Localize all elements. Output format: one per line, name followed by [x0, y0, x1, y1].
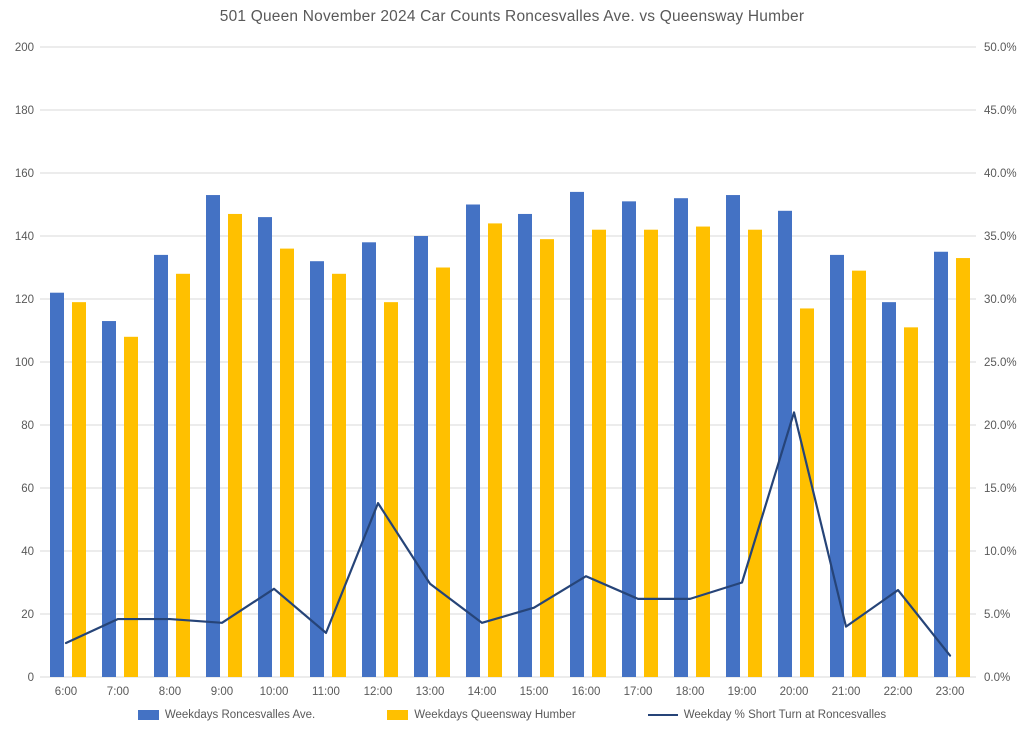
- bar-roncesvalles: [882, 302, 896, 677]
- bar-roncesvalles: [466, 204, 480, 677]
- left-axis-tick-label: 20: [21, 609, 34, 621]
- x-axis-tick-label: 8:00: [159, 686, 181, 698]
- legend-label-roncesvalles: Weekdays Roncesvalles Ave.: [164, 709, 316, 721]
- bar-roncesvalles: [206, 195, 220, 678]
- x-axis-tick-label: 13:00: [416, 686, 445, 698]
- x-axis-tick-label: 23:00: [936, 686, 965, 698]
- x-axis-tick-label: 6:00: [55, 686, 77, 698]
- legend: Weekdays Roncesvalles Ave. Weekdays Quee…: [0, 709, 1024, 721]
- legend-swatch-roncesvalles-icon: [137, 710, 159, 720]
- left-axis-tick-label: 180: [15, 105, 34, 117]
- bar-queensway: [748, 229, 762, 677]
- right-axis-tick-label: 35.0%: [984, 231, 1017, 243]
- legend-item-roncesvalles: Weekdays Roncesvalles Ave.: [137, 709, 316, 721]
- left-axis-tick-label: 80: [21, 420, 34, 432]
- legend-label-queensway: Weekdays Queensway Humber: [414, 709, 576, 721]
- x-axis-tick-label: 19:00: [728, 686, 757, 698]
- left-axis-tick-label: 100: [15, 357, 34, 369]
- right-axis-tick-label: 50.0%: [984, 42, 1017, 54]
- bar-roncesvalles: [50, 292, 64, 677]
- bar-queensway: [592, 229, 606, 677]
- bar-roncesvalles: [414, 236, 428, 677]
- left-axis-tick-label: 40: [21, 546, 34, 558]
- bar-roncesvalles: [726, 195, 740, 678]
- x-axis-tick-label: 15:00: [520, 686, 549, 698]
- bar-queensway: [904, 327, 918, 677]
- legend-item-queensway: Weekdays Queensway Humber: [387, 709, 576, 721]
- bar-queensway: [332, 273, 346, 677]
- bar-queensway: [488, 223, 502, 677]
- right-axis-tick-label: 45.0%: [984, 105, 1017, 117]
- bar-roncesvalles: [622, 201, 636, 677]
- bar-roncesvalles: [674, 198, 688, 677]
- x-axis-tick-label: 11:00: [312, 686, 340, 698]
- x-axis-tick-label: 16:00: [572, 686, 601, 698]
- shortturn-line: [64, 411, 952, 657]
- right-axis-tick-label: 5.0%: [984, 609, 1010, 621]
- left-axis-tick-label: 120: [15, 294, 34, 306]
- bar-queensway: [696, 226, 710, 678]
- right-axis-tick-label: 0.0%: [984, 672, 1010, 684]
- bar-roncesvalles: [934, 251, 948, 677]
- x-axis-tick-label: 18:00: [676, 686, 705, 698]
- legend-swatch-queensway-icon: [387, 710, 409, 720]
- bar-roncesvalles: [362, 242, 376, 678]
- bar-roncesvalles: [154, 254, 168, 677]
- bar-queensway: [228, 213, 242, 677]
- bar-queensway: [644, 229, 658, 677]
- bar-queensway: [956, 258, 970, 677]
- bar-queensway: [384, 302, 398, 677]
- x-axis-tick-label: 17:00: [624, 686, 653, 698]
- x-axis-tick-label: 21:00: [832, 686, 861, 698]
- left-axis-tick-label: 60: [21, 483, 34, 495]
- left-axis-tick-label: 200: [15, 42, 34, 54]
- chart-title: 501 Queen November 2024 Car Counts Ronce…: [219, 8, 805, 25]
- x-axis-tick-label: 12:00: [364, 686, 393, 698]
- x-axis-tick-label: 10:00: [260, 686, 289, 698]
- bar-roncesvalles: [310, 261, 324, 677]
- bar-roncesvalles: [258, 217, 272, 677]
- right-axis-tick-label: 40.0%: [984, 168, 1017, 180]
- left-axis-tick-label: 160: [15, 168, 34, 180]
- bar-queensway: [72, 302, 86, 677]
- bar-roncesvalles: [570, 191, 584, 677]
- bar-queensway: [852, 270, 866, 677]
- left-axis-tick-label: 0: [28, 672, 34, 684]
- plot-area: 0 0.0% 20 5.0% 40 10.0% 60 15.0% 80 20.0% 100 25.0%…: [15, 42, 1017, 698]
- bar-queensway: [280, 248, 294, 677]
- legend-swatch-shortturn-line-icon: [647, 714, 678, 716]
- right-axis-tick-label: 15.0%: [984, 483, 1017, 495]
- bar-queensway: [540, 239, 554, 677]
- bar-roncesvalles: [518, 213, 532, 677]
- x-axis-tick-label: 14:00: [468, 686, 497, 698]
- right-axis-tick-label: 10.0%: [984, 546, 1017, 558]
- right-axis-tick-label: 20.0%: [984, 420, 1017, 432]
- right-axis-tick-label: 25.0%: [984, 357, 1017, 369]
- left-axis-tick-label: 140: [15, 231, 34, 243]
- right-axis-tick-label: 30.0%: [984, 294, 1017, 306]
- bar-queensway: [436, 267, 450, 677]
- bar-queensway: [176, 273, 190, 677]
- bar-queensway: [124, 336, 138, 677]
- bar-roncesvalles: [102, 321, 116, 677]
- x-axis-tick-label: 9:00: [211, 686, 233, 698]
- x-axis-tick-label: 22:00: [884, 686, 913, 698]
- x-axis-tick-label: 7:00: [107, 686, 129, 698]
- bar-queensway: [800, 308, 814, 677]
- legend-label-shortturn: Weekday % Short Turn at Roncesvalles: [683, 709, 887, 721]
- legend-item-shortturn: Weekday % Short Turn at Roncesvalles: [647, 709, 887, 721]
- x-axis-tick-label: 20:00: [780, 686, 809, 698]
